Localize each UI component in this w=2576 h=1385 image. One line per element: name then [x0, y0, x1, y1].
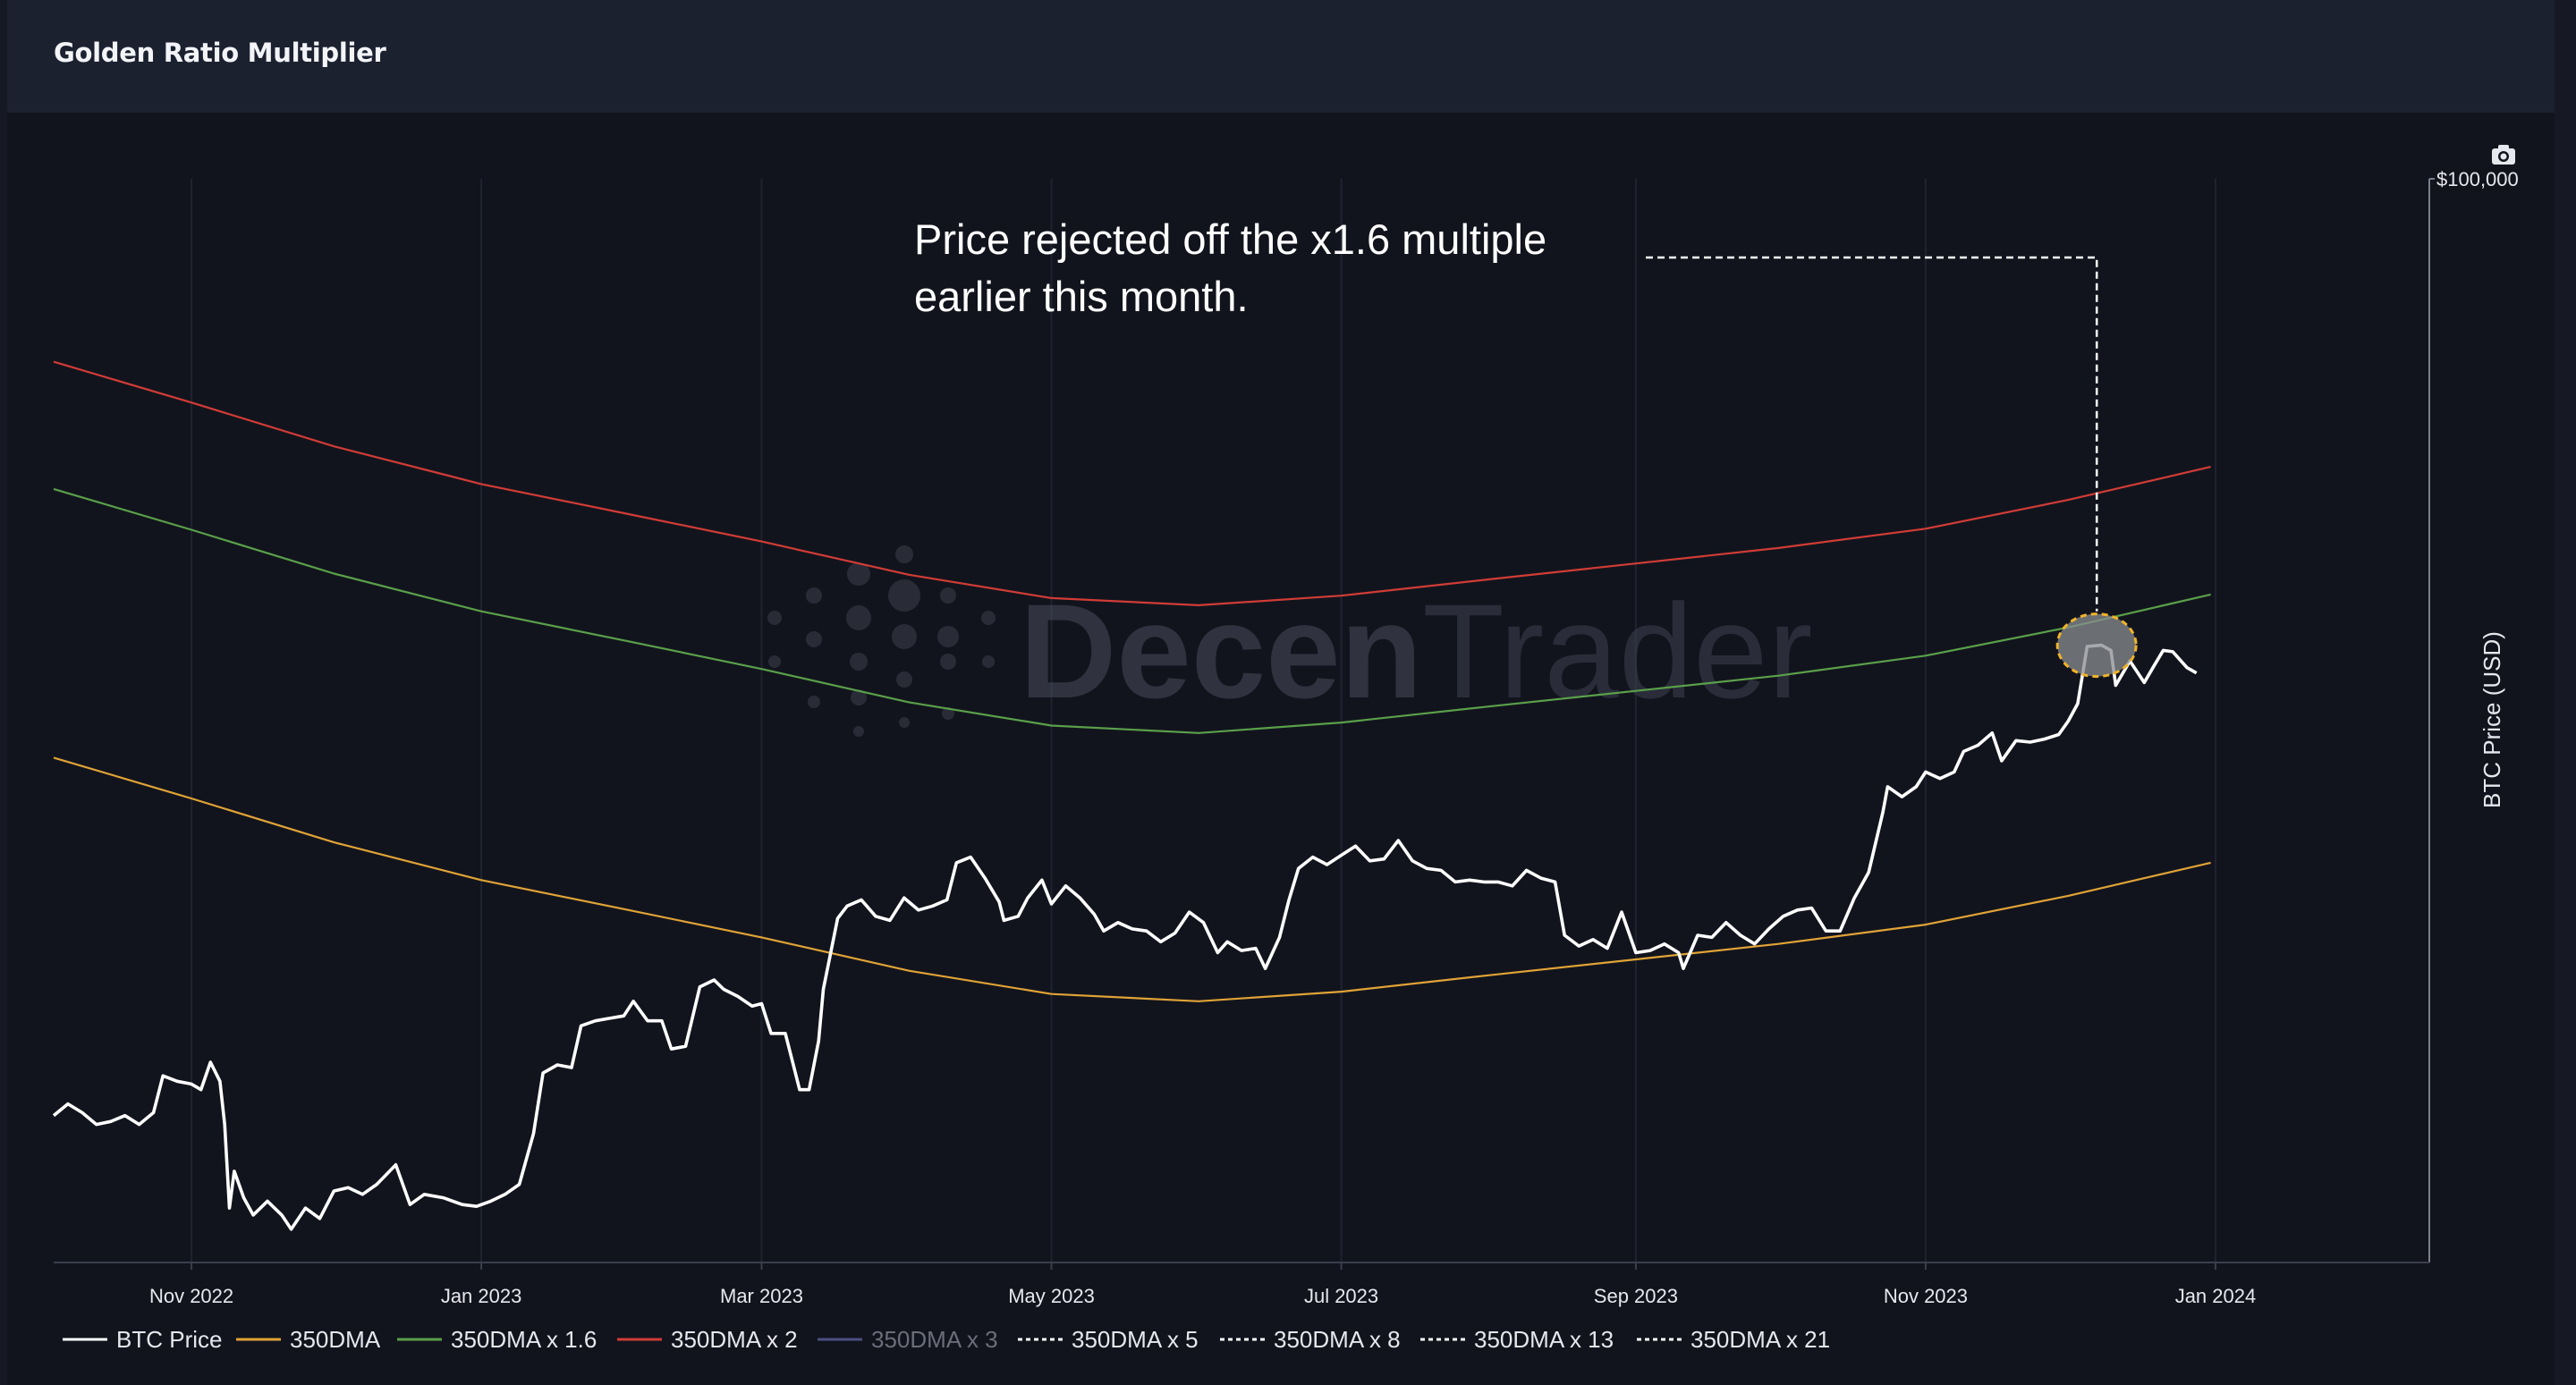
- annotation-leader-line: [1646, 256, 2098, 612]
- legend-label: 350DMA x 5: [1072, 1326, 1199, 1353]
- x-tick-label-2: Mar 2023: [720, 1285, 803, 1307]
- series-line-btc-price: [52, 643, 2198, 1231]
- x-tick-label-0: Nov 2022: [149, 1285, 233, 1307]
- legend-label: 350DMA x 3: [871, 1326, 998, 1353]
- y-axis-ticks: $100,000: [2429, 168, 2519, 190]
- legend: BTC Price 350DMA 350DMA x 1.6 350DMA x 2 350…: [63, 1326, 1830, 1353]
- plot-background: [7, 113, 2555, 1385]
- series-line-350dma-x-2: [53, 360, 2211, 606]
- watermark: DecenTrader: [767, 545, 1812, 737]
- watermark-dot-6: [892, 624, 917, 649]
- watermark-dot-11: [850, 653, 868, 671]
- legend-item-btc-price[interactable]: BTC Price: [63, 1326, 222, 1353]
- watermark-dot-16: [853, 726, 864, 737]
- chart-header: Golden Ratio Multiplier: [7, 0, 2555, 114]
- watermark-dot-10: [768, 655, 781, 668]
- watermark-dot-19: [982, 655, 995, 668]
- watermark-dot-9: [981, 611, 996, 625]
- legend-label: 350DMA x 21: [1690, 1326, 1830, 1353]
- x-axis-ticks: Nov 2022 Jan 2023 Mar 2023 May 2023 Jul 2023…: [149, 1263, 2256, 1307]
- watermark-dot-12: [896, 671, 912, 688]
- annotation-line-1: Price rejected off the x1.6 multiple: [914, 215, 1546, 263]
- legend-item-350dma-x-3[interactable]: 350DMA x 3: [818, 1326, 998, 1353]
- watermark-dot-14: [808, 696, 820, 708]
- watermark-dot-17: [942, 707, 954, 720]
- x-tick-label-6: Nov 2023: [1884, 1285, 1968, 1307]
- legend-label: 350DMA: [290, 1326, 381, 1353]
- page-title: Golden Ratio Multiplier: [54, 38, 386, 68]
- legend-item-350dma-x-13[interactable]: 350DMA x 13: [1420, 1326, 1614, 1353]
- watermark-dot-1: [806, 587, 822, 604]
- x-tick-label-4: Jul 2023: [1304, 1285, 1378, 1307]
- watermark-dot-2: [888, 579, 920, 612]
- grid: [191, 179, 2216, 1263]
- watermark-text: DecenTrader: [1020, 576, 1812, 726]
- y-axis-title: BTC Price (USD): [2479, 631, 2505, 808]
- legend-item-350dma-x-8[interactable]: 350DMA x 8: [1220, 1326, 1401, 1353]
- annotation-highlight-circle: [2055, 612, 2138, 679]
- series-line-350dma: [53, 756, 2211, 1002]
- watermark-dot-8: [806, 631, 822, 647]
- watermark-dot-15: [899, 717, 910, 728]
- series-line-350dma-x-1-6: [53, 487, 2211, 734]
- x-tick-label-1: Jan 2023: [441, 1285, 522, 1307]
- series-layer: [52, 360, 2211, 1231]
- legend-item-350dma[interactable]: 350DMA: [236, 1326, 381, 1353]
- legend-label: 350DMA x 2: [671, 1326, 798, 1353]
- legend-label: 350DMA x 13: [1474, 1326, 1614, 1353]
- watermark-dot-20: [851, 689, 867, 705]
- legend-label: 350DMA x 8: [1274, 1326, 1401, 1353]
- legend-item-350dma-x-5[interactable]: 350DMA x 5: [1018, 1326, 1199, 1353]
- annotation-line-2: earlier this month.: [914, 273, 1249, 320]
- legend-label: BTC Price: [116, 1326, 222, 1353]
- watermark-logo-icon: [767, 545, 996, 737]
- legend-item-350dma-x-1-6[interactable]: 350DMA x 1.6: [397, 1326, 597, 1353]
- x-tick-label-7: Jan 2024: [2175, 1285, 2257, 1307]
- legend-item-350dma-x-21[interactable]: 350DMA x 21: [1637, 1326, 1830, 1353]
- watermark-dot-7: [937, 626, 959, 647]
- watermark-dot-0: [847, 562, 870, 586]
- watermark-dot-3: [940, 587, 956, 604]
- watermark-dot-18: [895, 545, 913, 563]
- legend-item-350dma-x-2[interactable]: 350DMA x 2: [617, 1326, 798, 1353]
- watermark-dot-13: [940, 654, 956, 670]
- legend-label: 350DMA x 1.6: [451, 1326, 597, 1353]
- x-tick-label-5: Sep 2023: [1594, 1285, 1678, 1307]
- watermark-dot-4: [767, 611, 782, 625]
- camera-icon[interactable]: [2490, 141, 2517, 168]
- watermark-dot-5: [846, 605, 871, 630]
- y-tick-label-0: $100,000: [2436, 168, 2519, 190]
- x-tick-label-3: May 2023: [1008, 1285, 1095, 1307]
